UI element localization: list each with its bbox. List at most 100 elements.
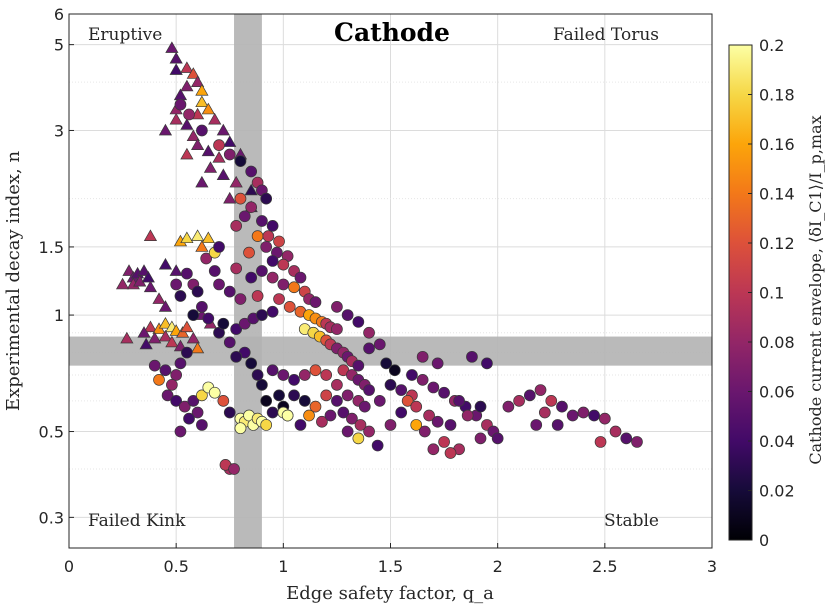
circle-marker — [251, 369, 264, 381]
circle-marker — [260, 419, 273, 431]
circle-marker — [230, 220, 243, 232]
triangle-marker — [165, 335, 179, 348]
circle-marker — [395, 384, 408, 396]
triangle-marker — [148, 331, 162, 344]
circle-marker — [395, 406, 408, 419]
circle-marker — [534, 384, 547, 396]
circle-marker — [320, 389, 333, 402]
triangle-marker — [158, 123, 173, 136]
colorbar-tick-label: 0.04 — [759, 432, 795, 451]
circle-marker — [266, 220, 279, 232]
circle-marker — [273, 235, 285, 248]
triangle-marker — [186, 129, 200, 142]
circle-marker — [373, 395, 386, 407]
circle-marker — [354, 419, 367, 431]
circle-marker — [431, 357, 444, 370]
circle-marker — [148, 359, 161, 372]
circle-marker — [208, 386, 221, 399]
colorbar-tick-label: 0.06 — [759, 383, 795, 402]
triangle-marker — [169, 63, 183, 75]
circle-marker — [174, 290, 187, 302]
triangle-marker — [143, 280, 158, 293]
circle-marker — [388, 364, 401, 377]
circle-marker — [245, 357, 258, 370]
colorbar-tick-label: 0.2 — [759, 36, 784, 55]
x-tick-label: 3 — [707, 557, 717, 576]
y-tick-label: 5 — [54, 36, 64, 55]
triangle-marker — [186, 67, 200, 79]
circle-marker — [363, 342, 375, 355]
circle-marker — [331, 301, 343, 313]
colorbar-tick-label: 0 — [759, 531, 769, 550]
circle-marker — [438, 386, 450, 399]
circle-marker — [273, 293, 285, 305]
circle-marker — [620, 432, 633, 445]
circle-marker — [538, 406, 551, 419]
y-tick-label: 6 — [54, 5, 64, 24]
circle-marker — [453, 395, 465, 407]
colorbar-label: Cathode current envelope, ⟨δI_C1⟩/I_p,ma… — [806, 115, 825, 464]
circle-marker — [196, 124, 208, 137]
circle-marker — [223, 285, 236, 298]
triangle-marker — [195, 84, 209, 96]
circle-marker — [223, 336, 236, 349]
circle-marker — [161, 389, 174, 402]
circle-marker — [556, 400, 568, 413]
triangle-marker — [158, 316, 173, 329]
circle-marker — [444, 419, 457, 431]
x-tick-label: 0.5 — [163, 557, 188, 576]
triangle-marker — [120, 331, 134, 344]
circle-marker — [159, 364, 172, 377]
circle-marker — [170, 395, 183, 407]
triangle-marker — [203, 161, 218, 173]
circle-marker — [466, 350, 478, 363]
circle-marker — [298, 395, 311, 407]
circle-marker — [324, 409, 337, 422]
circle-marker — [380, 357, 393, 370]
circle-marker — [256, 265, 268, 277]
y-tick-label: 0.3 — [39, 508, 64, 527]
triangle-marker — [180, 61, 194, 73]
circle-marker — [202, 312, 215, 325]
circle-marker — [266, 406, 279, 419]
circle-marker — [609, 425, 622, 438]
triangle-marker — [195, 175, 209, 188]
triangle-marker — [216, 123, 230, 136]
circle-marker — [213, 241, 225, 253]
circle-marker — [545, 395, 558, 407]
circle-marker — [234, 192, 247, 205]
circle-marker — [213, 139, 225, 151]
triangle-marker — [223, 191, 237, 204]
circle-marker — [352, 432, 365, 445]
circle-marker — [174, 357, 187, 370]
circle-marker — [502, 400, 515, 413]
triangle-marker — [139, 337, 153, 350]
circle-marker — [196, 389, 208, 402]
triangle-marker — [190, 138, 205, 150]
triangle-marker — [186, 331, 200, 344]
circle-marker — [416, 374, 429, 386]
x-axis-ticks: 0 0.5 1 1.5 2 2.5 3 — [64, 543, 717, 576]
circle-marker — [461, 409, 474, 422]
circle-marker — [331, 395, 343, 407]
circle-marker — [187, 309, 200, 321]
triangle-marker — [180, 147, 194, 160]
circle-marker — [410, 419, 423, 431]
y-axis-ticks: 0.3 0.5 1 1.5 3 5 6 — [39, 5, 74, 527]
triangle-marker — [137, 264, 151, 276]
circle-marker — [358, 400, 371, 413]
circle-marker — [331, 379, 343, 391]
triangle-marker — [223, 135, 237, 147]
triangle-marker — [143, 229, 158, 241]
circle-marker — [200, 252, 213, 265]
x-tick-label: 1 — [278, 557, 288, 576]
circle-marker — [316, 415, 328, 428]
circle-marker — [427, 381, 440, 394]
circle-marker — [277, 369, 290, 381]
triangle-marker — [212, 151, 226, 163]
circle-marker — [245, 271, 258, 284]
circle-marker — [288, 389, 300, 402]
circle-marker — [281, 409, 294, 422]
circle-marker — [594, 436, 607, 448]
colorbar-tick-label: 0.18 — [759, 86, 795, 105]
